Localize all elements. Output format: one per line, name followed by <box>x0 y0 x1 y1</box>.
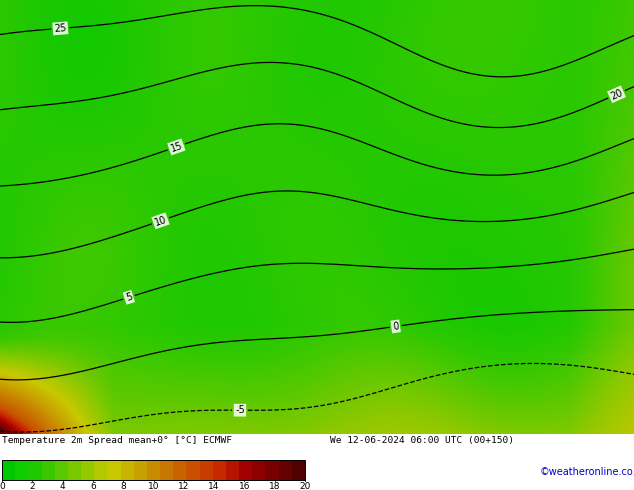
Bar <box>15 460 29 480</box>
Text: 20: 20 <box>299 483 311 490</box>
Text: 18: 18 <box>269 483 280 490</box>
Text: 15: 15 <box>169 140 184 154</box>
Text: 16: 16 <box>238 483 250 490</box>
Bar <box>279 460 292 480</box>
Bar <box>120 460 134 480</box>
Bar <box>226 460 239 480</box>
Text: 6: 6 <box>90 483 96 490</box>
Bar <box>94 460 107 480</box>
Bar <box>186 460 200 480</box>
Bar <box>134 460 147 480</box>
Bar <box>81 460 94 480</box>
Text: 0: 0 <box>0 483 5 490</box>
Bar <box>213 460 226 480</box>
Text: 2: 2 <box>30 483 35 490</box>
Bar <box>160 460 173 480</box>
Bar <box>147 460 160 480</box>
Bar <box>173 460 186 480</box>
Text: 12: 12 <box>178 483 190 490</box>
Bar <box>266 460 279 480</box>
Bar <box>41 460 55 480</box>
Bar <box>2 460 305 480</box>
Text: 5: 5 <box>124 292 133 303</box>
Text: ©weatheronline.co.uk: ©weatheronline.co.uk <box>540 467 634 477</box>
Bar <box>68 460 81 480</box>
Text: 4: 4 <box>60 483 65 490</box>
Bar <box>2 460 15 480</box>
Bar <box>292 460 305 480</box>
Text: We 12-06-2024 06:00 UTC (00+150): We 12-06-2024 06:00 UTC (00+150) <box>330 436 514 444</box>
Bar <box>29 460 41 480</box>
Bar <box>252 460 266 480</box>
Text: 14: 14 <box>209 483 220 490</box>
Text: 0: 0 <box>392 321 399 332</box>
Bar <box>239 460 252 480</box>
Bar <box>200 460 213 480</box>
Text: 10: 10 <box>153 214 168 227</box>
Text: 8: 8 <box>120 483 126 490</box>
Text: 10: 10 <box>148 483 159 490</box>
Text: -5: -5 <box>235 405 245 415</box>
Text: 25: 25 <box>54 23 67 34</box>
Text: Temperature 2m Spread mean+0° [°C] ECMWF: Temperature 2m Spread mean+0° [°C] ECMWF <box>2 436 232 444</box>
Bar <box>107 460 120 480</box>
Text: 20: 20 <box>609 87 624 101</box>
Bar <box>55 460 68 480</box>
